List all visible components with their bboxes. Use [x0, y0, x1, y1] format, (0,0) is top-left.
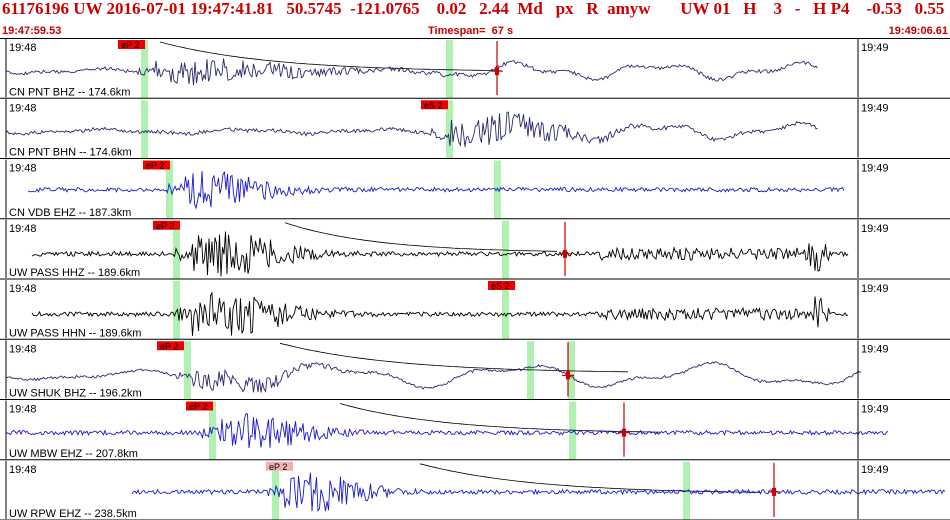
minute-label-right: 19:49 — [861, 163, 889, 175]
pick-time-bar — [184, 341, 191, 400]
minute-label-right: 19:49 — [861, 42, 889, 54]
travel-time-curve — [159, 41, 500, 71]
pick-time-bar — [446, 100, 453, 159]
pick-flag[interactable] — [157, 341, 184, 351]
waveform — [31, 291, 849, 336]
waveform — [27, 170, 845, 210]
channel-label: UW SHUK BHZ -- 196.2km — [9, 388, 142, 400]
pick-flag[interactable] — [153, 220, 180, 230]
pick-flag-label: eP 2 — [160, 341, 178, 351]
travel-time-curve — [284, 222, 557, 252]
pick-flag-label: eS 2 — [424, 100, 443, 110]
window-end-time: 19:49:06.61 — [888, 25, 948, 37]
channel-label: CN VDB EHZ -- 187.3km — [9, 207, 131, 219]
trace-row[interactable]: eP 2 19:48 19:49 UW SHUK BHZ -- 196.2km — [0, 340, 950, 400]
travel-time-curve — [419, 463, 761, 493]
pick-flag[interactable] — [118, 40, 145, 49]
coda-marker-box — [563, 249, 567, 258]
pick-flag-label: eP 2 — [121, 40, 139, 50]
pick-flag[interactable] — [266, 461, 293, 471]
pick-flag[interactable] — [488, 281, 515, 290]
pick-time-bar — [568, 341, 575, 400]
pick-time-bar — [494, 160, 501, 219]
channel-label: CN PNT BHZ -- 174.6km — [9, 86, 130, 98]
minute-label-left: 19:48 — [9, 223, 37, 235]
minute-label-left: 19:48 — [9, 102, 37, 114]
minute-label-right: 19:49 — [861, 404, 889, 416]
minute-label-right: 19:49 — [861, 343, 889, 355]
event-summary-line: 61176196 UW 2016-07-01 19:47:41.81 50.57… — [2, 0, 945, 18]
minute-label-left: 19:48 — [9, 163, 37, 175]
minute-label-left: 19:48 — [9, 464, 37, 476]
pick-time-bar — [446, 40, 453, 99]
event-header: 61176196 UW 2016-07-01 19:47:41.81 50.57… — [0, 0, 950, 24]
coda-marker-box — [772, 487, 776, 496]
minute-label-left: 19:48 — [9, 42, 37, 54]
pick-time-bar — [502, 281, 509, 340]
channel-label: UW PASS HHN -- 189.6km — [9, 327, 141, 339]
channel-label: UW RPW EHZ -- 238.5km — [9, 508, 137, 520]
seismogram-panel[interactable]: eP 2 19:48 19:49 CN PNT BHZ -- 174.6km eS 2 1… — [0, 38, 950, 520]
trace-row[interactable]: eP 2 19:48 19:49 CN VDB EHZ -- 187.3km — [0, 159, 950, 220]
pick-time-bar — [569, 401, 576, 460]
trace-row[interactable]: eP 2 19:48 19:49 UW RPW EHZ -- 238.5km — [0, 460, 950, 520]
minute-label-left: 19:48 — [9, 283, 37, 295]
pick-flag-label: eP 2 — [146, 161, 164, 171]
waveform — [5, 58, 818, 86]
trace-row[interactable]: eP 2 19:48 19:49 UW MBW EHZ -- 207.8km — [0, 400, 950, 461]
travel-time-curve — [339, 403, 660, 433]
pick-flag-label: eS 2 — [491, 281, 510, 291]
pick-time-bar — [173, 281, 180, 340]
waveform — [31, 231, 849, 277]
pick-time-bar — [141, 40, 148, 99]
waveform — [5, 361, 862, 393]
minute-label-right: 19:49 — [861, 223, 889, 235]
coda-marker-box — [566, 371, 570, 380]
pick-flag[interactable] — [143, 160, 170, 170]
minute-label-left: 19:48 — [9, 343, 37, 355]
window-start-time: 19:47:59.53 — [2, 25, 62, 37]
coda-marker-box — [495, 67, 499, 76]
channel-label: UW MBW EHZ -- 207.8km — [9, 448, 138, 460]
minute-label-right: 19:49 — [861, 102, 889, 114]
waveform — [5, 111, 818, 147]
minute-label-right: 19:49 — [861, 464, 889, 476]
waveform — [5, 413, 889, 449]
trace-row[interactable]: eS 2 19:48 19:49 CN PNT BHN -- 174.6km — [0, 99, 950, 159]
pick-flag[interactable] — [186, 401, 213, 411]
pick-time-bar — [166, 160, 173, 219]
channel-label: CN PNT BHN -- 174.6km — [9, 147, 132, 159]
pick-time-bar — [527, 341, 534, 400]
travel-time-curve — [279, 342, 628, 373]
trace-row[interactable]: eS 2 19:48 19:49 UW PASS HHN -- 189.6km — [0, 280, 950, 340]
timespan-label: Timespan= 67 s — [428, 25, 514, 37]
pick-flag-label: eP 2 — [156, 221, 174, 231]
trace-row[interactable]: eP 2 19:48 19:49 UW PASS HHZ -- 189.6km — [0, 219, 950, 280]
pick-time-bar — [141, 100, 148, 159]
pick-flag-label: eP 2 — [189, 402, 207, 412]
channel-label: UW PASS HHZ -- 189.6km — [9, 267, 140, 279]
minute-label-right: 19:49 — [861, 283, 889, 295]
trace-row[interactable]: eP 2 19:48 19:49 CN PNT BHZ -- 174.6km — [0, 39, 950, 99]
coda-marker-box — [622, 428, 626, 437]
waveform — [131, 472, 946, 513]
pick-flag[interactable] — [421, 100, 448, 110]
pick-flag-label: eP 2 — [269, 462, 287, 472]
minute-label-left: 19:48 — [9, 404, 37, 416]
